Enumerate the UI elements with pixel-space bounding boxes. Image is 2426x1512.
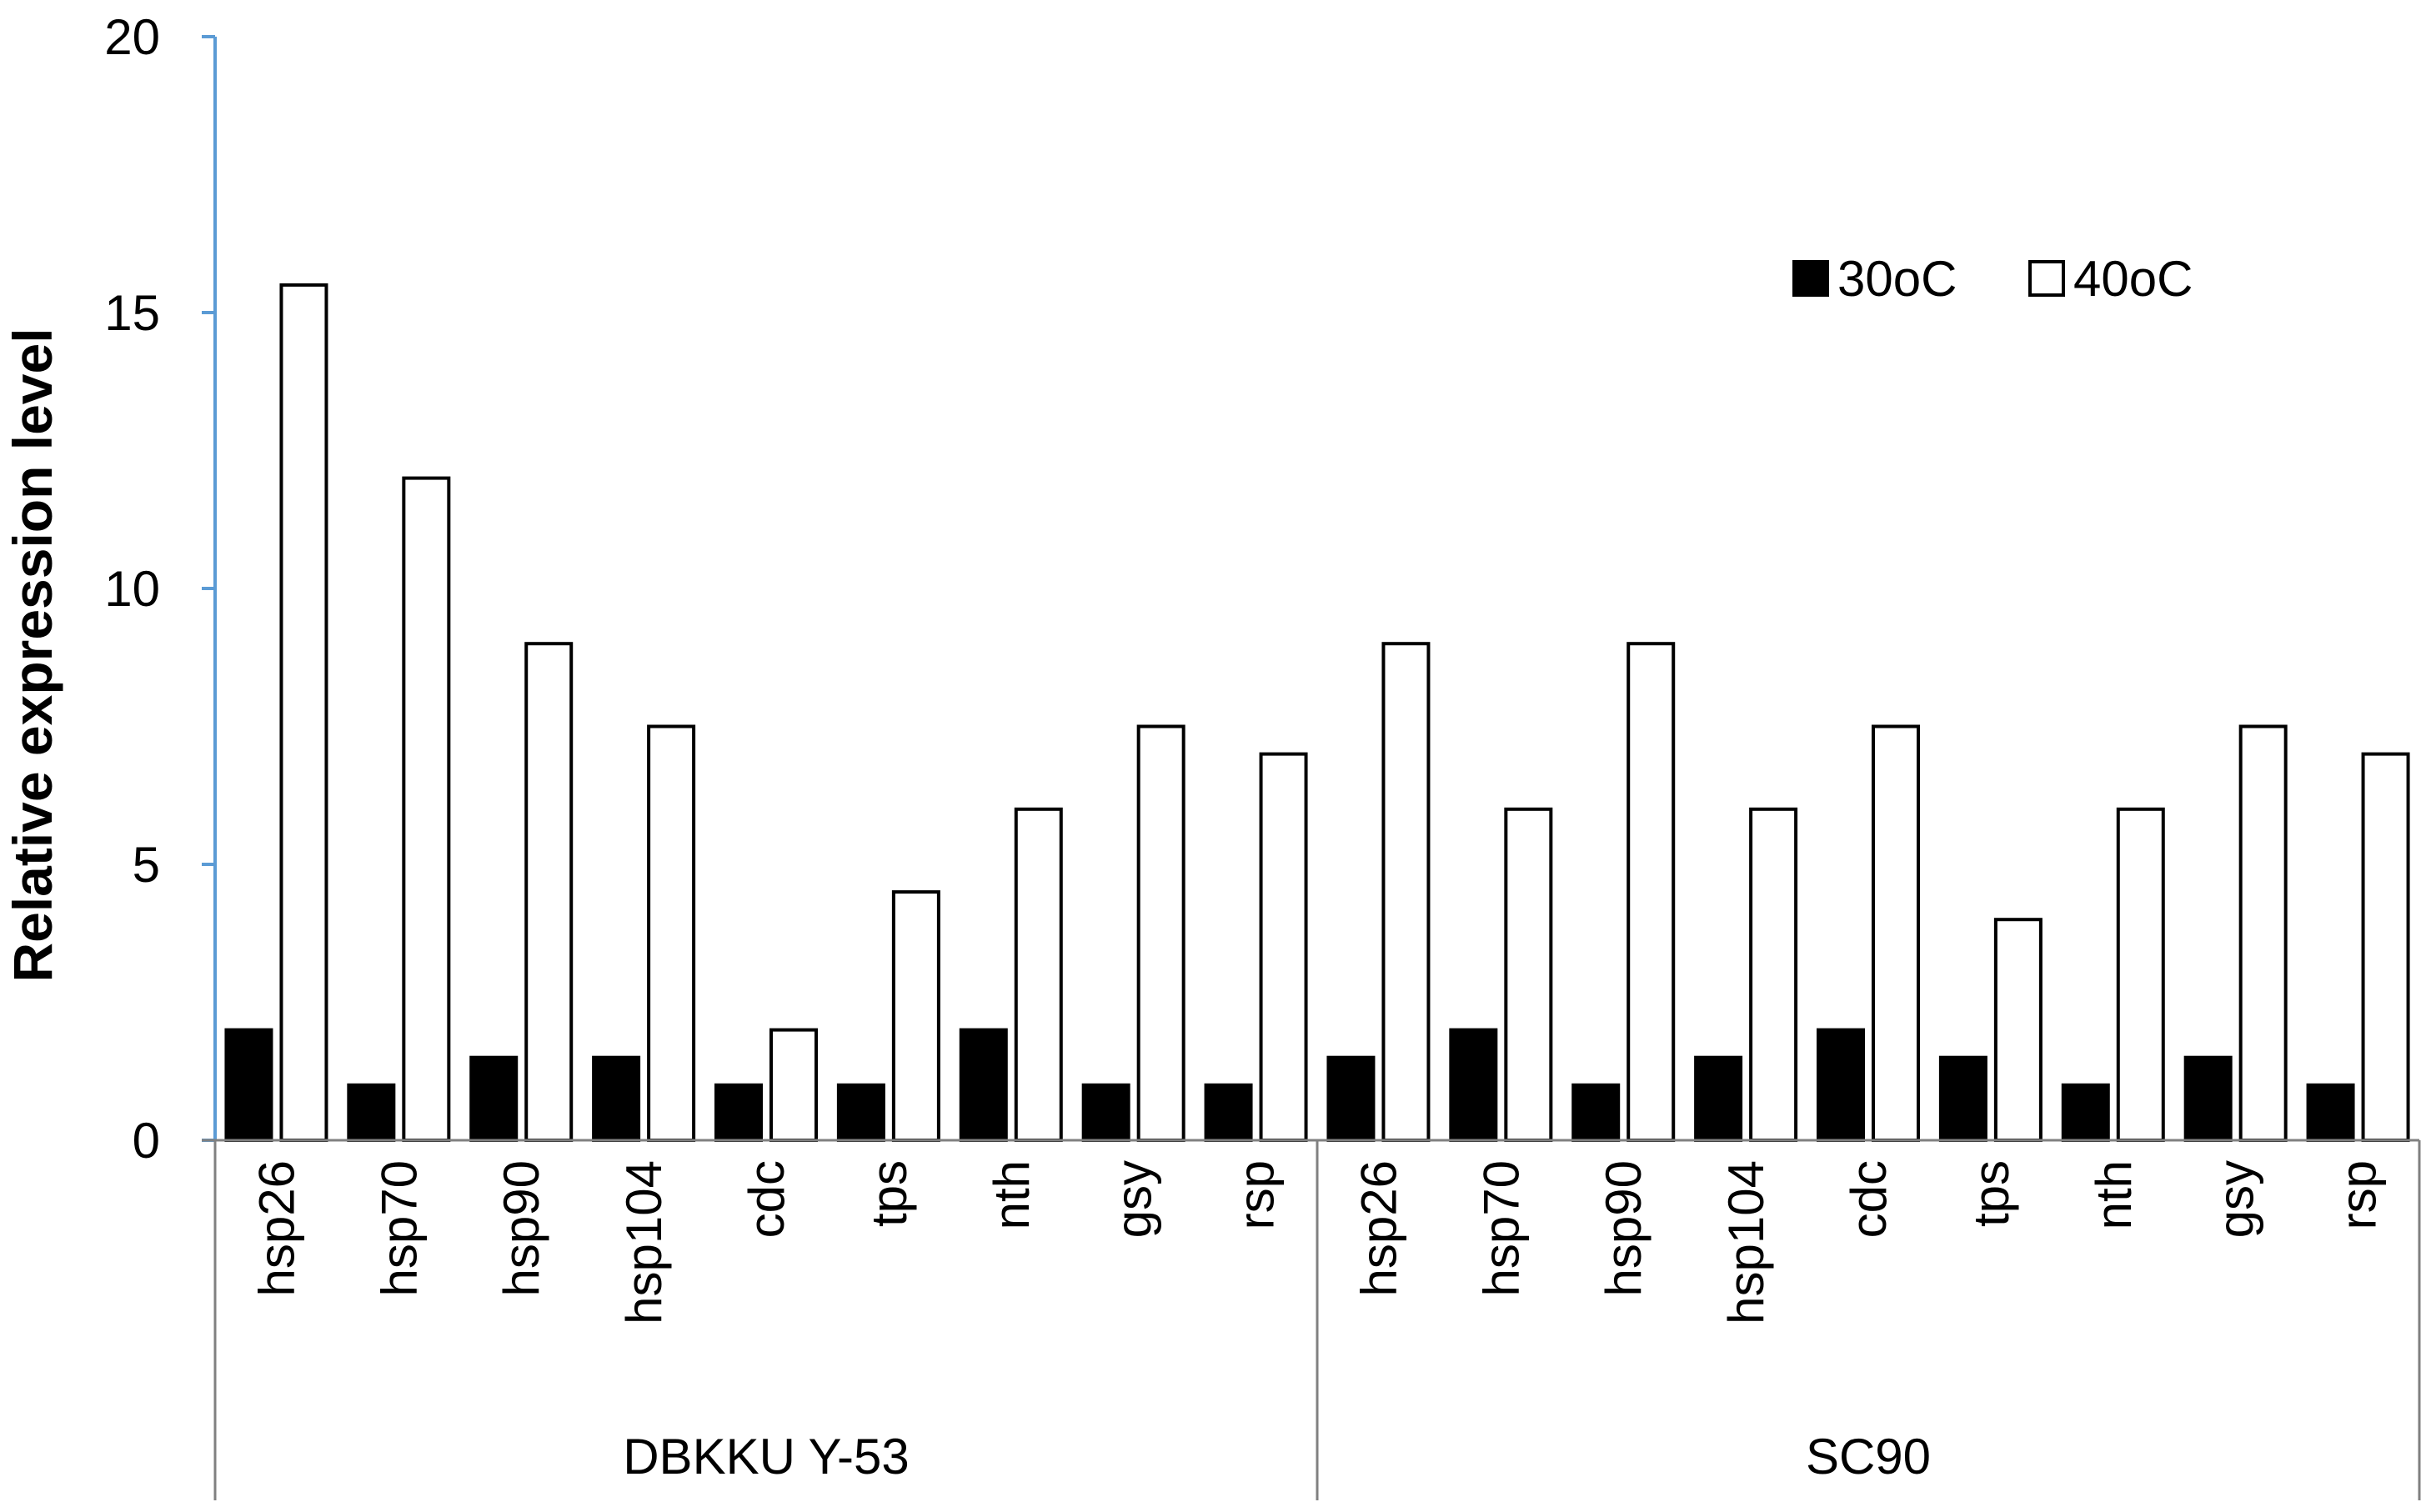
- x-category-label: gsy: [1106, 1160, 1162, 1238]
- bar-40oC-DBKKU-Y-53-tps: [891, 890, 940, 1142]
- bar-40oC-DBKKU-Y-53-hsp26: [279, 283, 328, 1142]
- x-group-label: DBKKU Y-53: [623, 1429, 910, 1484]
- x-category-label: cdc: [1841, 1160, 1897, 1238]
- x-category-label: rsp: [1229, 1160, 1285, 1229]
- x-category-label: hsp26: [248, 1160, 304, 1296]
- bar-40oC-DBKKU-Y-53-nth: [1014, 807, 1063, 1142]
- x-category-label: cdc: [739, 1160, 794, 1238]
- y-tick-label: 10: [104, 561, 160, 617]
- x-category-label: hsp90: [1596, 1160, 1652, 1296]
- x-category-label: tps: [861, 1160, 917, 1227]
- x-category-label: nth: [984, 1160, 1040, 1229]
- bars: [224, 283, 2410, 1143]
- legend-swatch: [2028, 260, 2065, 297]
- bar-30oC-DBKKU-Y-53-hsp90: [469, 1055, 519, 1142]
- bar-30oC-SC90-hsp90: [1571, 1083, 1621, 1143]
- x-group-label: SC90: [1806, 1429, 1931, 1484]
- bar-40oC-SC90-hsp26: [1381, 642, 1431, 1142]
- bar-30oC-DBKKU-Y-53-gsy: [1081, 1083, 1130, 1143]
- y-tick-label: 15: [104, 285, 160, 341]
- bar-40oC-SC90-tps: [1993, 918, 2043, 1142]
- bar-40oC-SC90-cdc: [1872, 724, 1920, 1142]
- bar-30oC-DBKKU-Y-53-nth: [959, 1028, 1008, 1142]
- bar-40oC-SC90-hsp70: [1504, 807, 1553, 1142]
- bar-30oC-SC90-gsy: [2183, 1055, 2233, 1142]
- bar-30oC-DBKKU-Y-53-hsp104: [592, 1055, 641, 1142]
- x-axis: hsp26 hsp70 hsp90 hsp104 cdc tps nth gsy rsp hsp2…: [202, 1139, 2421, 1500]
- x-category-label: hsp26: [1351, 1160, 1406, 1296]
- bar-30oC-SC90-hsp104: [1694, 1055, 1743, 1142]
- y-tick-label: 0: [133, 1113, 160, 1169]
- x-category-label: hsp90: [494, 1160, 549, 1296]
- bar-40oC-DBKKU-Y-53-gsy: [1136, 724, 1185, 1142]
- bar-30oC-SC90-rsp: [2306, 1083, 2355, 1143]
- bar-30oC-SC90-tps: [1938, 1055, 1987, 1142]
- bar-40oC-SC90-gsy: [2238, 724, 2288, 1142]
- legend-label: 40oC: [2073, 251, 2193, 307]
- bar-30oC-DBKKU-Y-53-tps: [836, 1083, 885, 1143]
- bar-40oC-DBKKU-Y-53-rsp: [1259, 752, 1308, 1142]
- bar-40oC-SC90-nth: [2116, 807, 2165, 1142]
- bar-30oC-DBKKU-Y-53-cdc: [714, 1083, 763, 1143]
- bar-40oC-DBKKU-Y-53-hsp70: [402, 476, 451, 1142]
- x-category-label: gsy: [2208, 1160, 2264, 1238]
- bar-30oC-SC90-nth: [2061, 1083, 2110, 1143]
- x-category-label: hsp104: [1718, 1160, 1774, 1324]
- bar-30oC-DBKKU-Y-53-rsp: [1204, 1083, 1253, 1143]
- bar-30oC-DBKKU-Y-53-hsp70: [347, 1083, 396, 1143]
- x-category-label: tps: [1963, 1160, 2019, 1227]
- y-tick-label: 5: [133, 837, 160, 893]
- bar-40oC-SC90-hsp90: [1627, 642, 1676, 1142]
- bar-30oC-SC90-cdc: [1817, 1028, 1865, 1142]
- legend: 30oC 40oC: [1792, 251, 2193, 307]
- x-category-label: nth: [2086, 1160, 2142, 1229]
- bar-40oC-DBKKU-Y-53-hsp104: [647, 724, 696, 1142]
- bar-30oC-DBKKU-Y-53-hsp26: [224, 1028, 273, 1142]
- y-axis-title: Relative expression level: [2, 328, 63, 982]
- y-axis: 0 5 10 15 20: [104, 9, 217, 1169]
- x-category-label: hsp104: [616, 1160, 672, 1324]
- y-tick-label: 20: [104, 9, 160, 65]
- bar-30oC-SC90-hsp70: [1449, 1028, 1498, 1142]
- x-category-label: rsp: [2331, 1160, 2387, 1229]
- bar-40oC-DBKKU-Y-53-cdc: [769, 1028, 818, 1142]
- bar-40oC-SC90-rsp: [2361, 752, 2410, 1142]
- bar-40oC-SC90-hsp104: [1749, 807, 1798, 1142]
- legend-label: 30oC: [1837, 251, 1957, 307]
- x-category-label: hsp70: [371, 1160, 427, 1296]
- bar-30oC-SC90-hsp26: [1326, 1055, 1376, 1142]
- bar-40oC-DBKKU-Y-53-hsp90: [524, 642, 574, 1142]
- legend-swatch: [1792, 260, 1829, 297]
- x-category-label: hsp70: [1473, 1160, 1529, 1296]
